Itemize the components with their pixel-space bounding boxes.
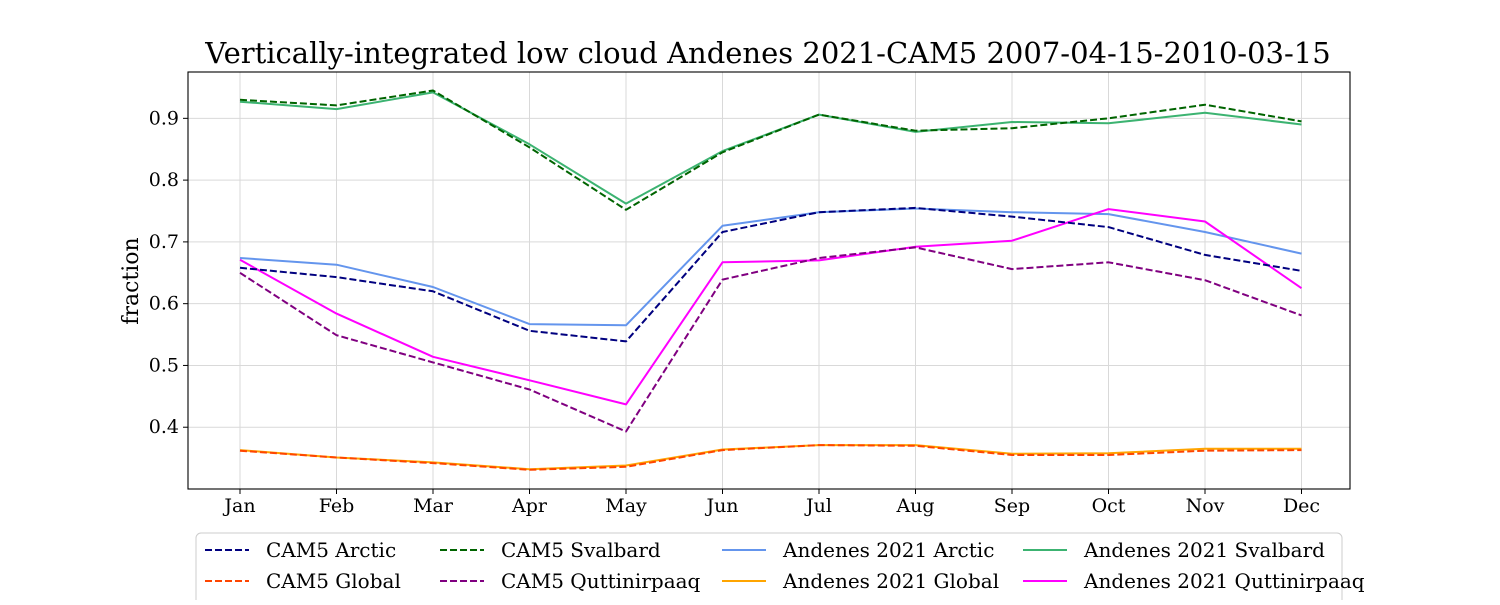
legend-label: Andenes 2021 Svalbard — [1083, 538, 1325, 562]
x-tick-label: Nov — [1186, 495, 1225, 517]
y-axis-label: fraction — [119, 237, 144, 324]
y-tick-label: 0.9 — [149, 107, 179, 129]
legend-item: CAM5 Arctic — [205, 538, 396, 562]
y-tick-label: 0.6 — [149, 293, 179, 315]
legend-frame — [195, 532, 1343, 605]
x-tick-label: Mar — [413, 495, 454, 517]
x-tick-label: May — [605, 495, 647, 517]
legend-item: CAM5 Svalbard — [440, 538, 661, 562]
y-axis: 0.4 0.5 0.6 0.7 0.8 0.9 — [149, 107, 188, 438]
legend-label: Andenes 2021 Quttinirpaaq — [1083, 569, 1365, 593]
series-line-andenes-2021-arctic — [239, 207, 1302, 327]
legend-label: CAM5 Global — [266, 569, 401, 593]
series-line-cam5-svalbard — [239, 89, 1302, 211]
chart-title: Vertically-integrated low cloud Andenes … — [204, 36, 1330, 70]
x-tick-label: Oct — [1092, 495, 1126, 517]
legend-item: Andenes 2021 Quttinirpaaq — [1023, 569, 1365, 593]
x-tick-label: Dec — [1283, 495, 1320, 517]
y-tick-label: 0.4 — [149, 416, 179, 438]
legend-item: Andenes 2021 Arctic — [722, 538, 994, 562]
legend-item: CAM5 Global — [205, 569, 401, 593]
x-tick-label: Aug — [895, 495, 934, 517]
x-tick-label: Apr — [511, 495, 548, 517]
legend-label: Andenes 2021 Arctic — [782, 538, 994, 562]
y-tick-label: 0.8 — [149, 169, 179, 191]
plot-area-frame — [187, 71, 1351, 490]
series-line-cam5-arctic — [239, 206, 1302, 343]
legend-label: CAM5 Svalbard — [501, 538, 661, 562]
y-tick-label: 0.7 — [149, 231, 179, 253]
series-line-cam5-global — [239, 444, 1302, 471]
series-lines — [239, 89, 1303, 471]
x-tick-label: Jan — [222, 495, 255, 517]
x-tick-label: Jul — [804, 495, 832, 517]
legend-item: CAM5 Quttinirpaaq — [440, 569, 701, 593]
x-tick-label: Jun — [704, 495, 738, 517]
legend-item: Andenes 2021 Svalbard — [1023, 538, 1325, 562]
series-line-cam5-quttinirpaaq — [239, 246, 1302, 433]
legend: CAM5 Arctic CAM5 Global CAM5 Svalbard CAM5 … — [195, 532, 1365, 605]
series-line-andenes-2021-quttinirpaaq — [239, 208, 1303, 406]
x-tick-label: Feb — [319, 495, 355, 517]
x-tick-label: Sep — [994, 495, 1030, 517]
legend-label: CAM5 Quttinirpaaq — [501, 569, 701, 593]
legend-label: CAM5 Arctic — [266, 538, 396, 562]
x-axis: Jan Feb Mar Apr May Jun Jul Aug Sep Oct Nov Dec — [222, 489, 1320, 517]
legend-label: Andenes 2021 Global — [782, 569, 999, 593]
y-tick-label: 0.5 — [149, 354, 179, 376]
legend-item: Andenes 2021 Global — [722, 569, 999, 593]
